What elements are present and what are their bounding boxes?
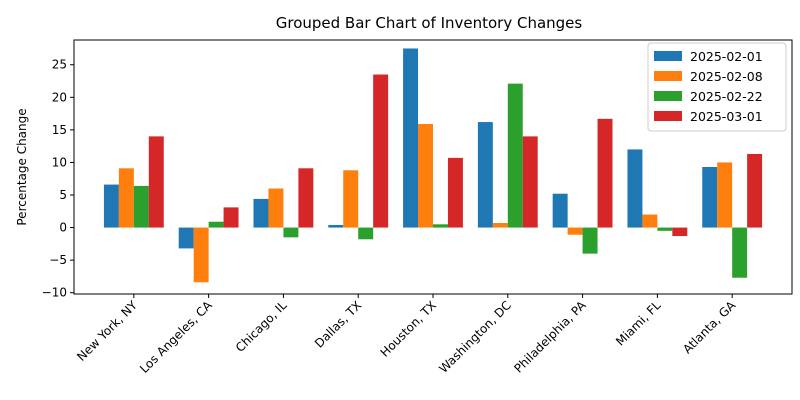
bar-2025-02-01-7 [627, 149, 643, 228]
x-tick-label: Atlanta, GA [680, 298, 739, 357]
bar-2025-02-01-0 [103, 184, 119, 228]
y-tick-label: 5 [59, 188, 67, 202]
bar-2025-02-22-3 [358, 227, 374, 240]
bar-2025-02-08-4 [418, 124, 433, 228]
legend-label: 2025-03-01 [690, 109, 763, 124]
y-tick-label: −5 [49, 253, 67, 267]
x-tick-label: Dallas, TX [312, 298, 364, 350]
plot-frame [73, 39, 793, 295]
bar-2025-02-22-0 [133, 185, 149, 228]
bar-2025-02-01-8 [702, 167, 718, 228]
bar-2025-02-08-3 [343, 170, 359, 228]
bar-2025-02-22-8 [732, 227, 748, 278]
legend-swatch [654, 71, 682, 81]
y-tick-label: −10 [42, 286, 67, 300]
bar-2025-03-01-7 [672, 227, 688, 237]
legend-swatch [654, 111, 682, 121]
chart-title: Grouped Bar Chart of Inventory Changes [276, 14, 583, 32]
bar-2025-03-01-0 [148, 136, 164, 228]
bar-2025-02-01-4 [403, 48, 419, 228]
bar-2025-02-08-0 [118, 168, 134, 228]
y-tick-label: 15 [52, 123, 67, 137]
bar-2025-02-22-1 [208, 221, 224, 228]
y-tick-label: 10 [52, 155, 67, 169]
legend-swatch [654, 91, 682, 101]
bar-2025-02-08-7 [642, 214, 658, 228]
bar-2025-02-22-4 [433, 224, 448, 228]
y-tick-label: 25 [52, 58, 67, 72]
bar-2025-02-01-2 [253, 198, 269, 228]
bar-2025-03-01-5 [522, 136, 538, 228]
legend-label: 2025-02-08 [690, 69, 763, 84]
bar-2025-03-01-1 [223, 207, 239, 228]
x-tick-label: Chicago, IL [233, 298, 290, 355]
bar-2025-03-01-2 [298, 168, 314, 228]
bar-2025-02-08-8 [717, 162, 733, 228]
x-tick-label: Philadelphia, PA [511, 298, 589, 376]
y-tick-label: 20 [52, 90, 67, 104]
bar-2025-02-22-6 [582, 227, 598, 254]
x-tick-label: Los Angeles, CA [137, 298, 215, 376]
bar-2025-03-01-6 [597, 118, 613, 228]
y-axis-title: Percentage Change [15, 108, 29, 225]
bar-2025-02-01-6 [552, 193, 568, 228]
bar-2025-02-08-5 [492, 223, 508, 228]
x-tick-label: Houston, TX [378, 298, 440, 360]
x-tick-label: Washington, DC [436, 298, 514, 376]
bar-2025-02-01-3 [328, 224, 344, 228]
x-tick-label: Miami, FL [613, 298, 664, 349]
bar-2025-02-01-5 [477, 122, 493, 228]
bar-2025-02-22-5 [507, 83, 523, 228]
y-tick-label: 0 [59, 221, 67, 235]
legend: 2025-02-01 2025-02-08 2025-02-22 2025-03-01 [647, 42, 787, 132]
bar-2025-02-08-1 [193, 227, 209, 283]
legend-swatch [654, 51, 682, 61]
legend-label: 2025-02-01 [690, 49, 763, 64]
bar-2025-02-22-2 [283, 227, 299, 238]
bar-2025-03-01-8 [747, 153, 763, 228]
x-tick-label: New York, NY [74, 298, 140, 364]
bar-2025-02-08-6 [567, 227, 583, 235]
bar-2025-03-01-3 [373, 74, 389, 228]
legend-box [647, 42, 787, 132]
bar-2025-02-22-7 [657, 227, 673, 231]
bar-2025-03-01-4 [447, 157, 463, 228]
legend-label: 2025-02-22 [690, 89, 763, 104]
bar-2025-02-01-1 [178, 227, 194, 249]
bar-2025-02-08-2 [268, 188, 284, 228]
